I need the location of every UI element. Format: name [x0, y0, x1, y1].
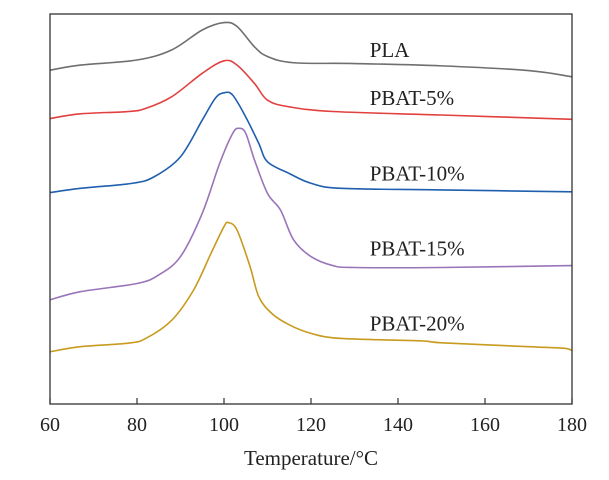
x-tick-label: 160	[470, 414, 500, 436]
series-line-pbat-15-	[49, 127, 573, 301]
x-axis-label: Temperature/°C	[244, 446, 378, 470]
series-label: PBAT-10%	[370, 162, 465, 186]
x-tick-label: 140	[383, 414, 413, 436]
x-ticks: 60 80 100 120 140 160 180	[40, 398, 587, 436]
series-line-pbat-5-	[49, 59, 573, 121]
x-tick-label: 80	[127, 414, 147, 436]
x-tick-label: 180	[557, 414, 587, 436]
x-tick-label: 100	[209, 414, 239, 436]
series-line-pbat-10-	[49, 91, 573, 194]
curves	[49, 21, 573, 353]
series-label: PBAT-5%	[370, 86, 454, 110]
series-label: PBAT-15%	[370, 236, 465, 260]
series-label: PLA	[370, 38, 411, 62]
series-labels: PLA PBAT-5% PBAT-10% PBAT-15% PBAT-20%	[370, 38, 465, 335]
series-line-pla	[49, 21, 573, 78]
x-tick-label: 60	[40, 414, 60, 436]
series-line-pbat-20-	[49, 221, 573, 353]
x-tick-label: 120	[296, 414, 326, 436]
series-label: PBAT-20%	[370, 311, 465, 335]
